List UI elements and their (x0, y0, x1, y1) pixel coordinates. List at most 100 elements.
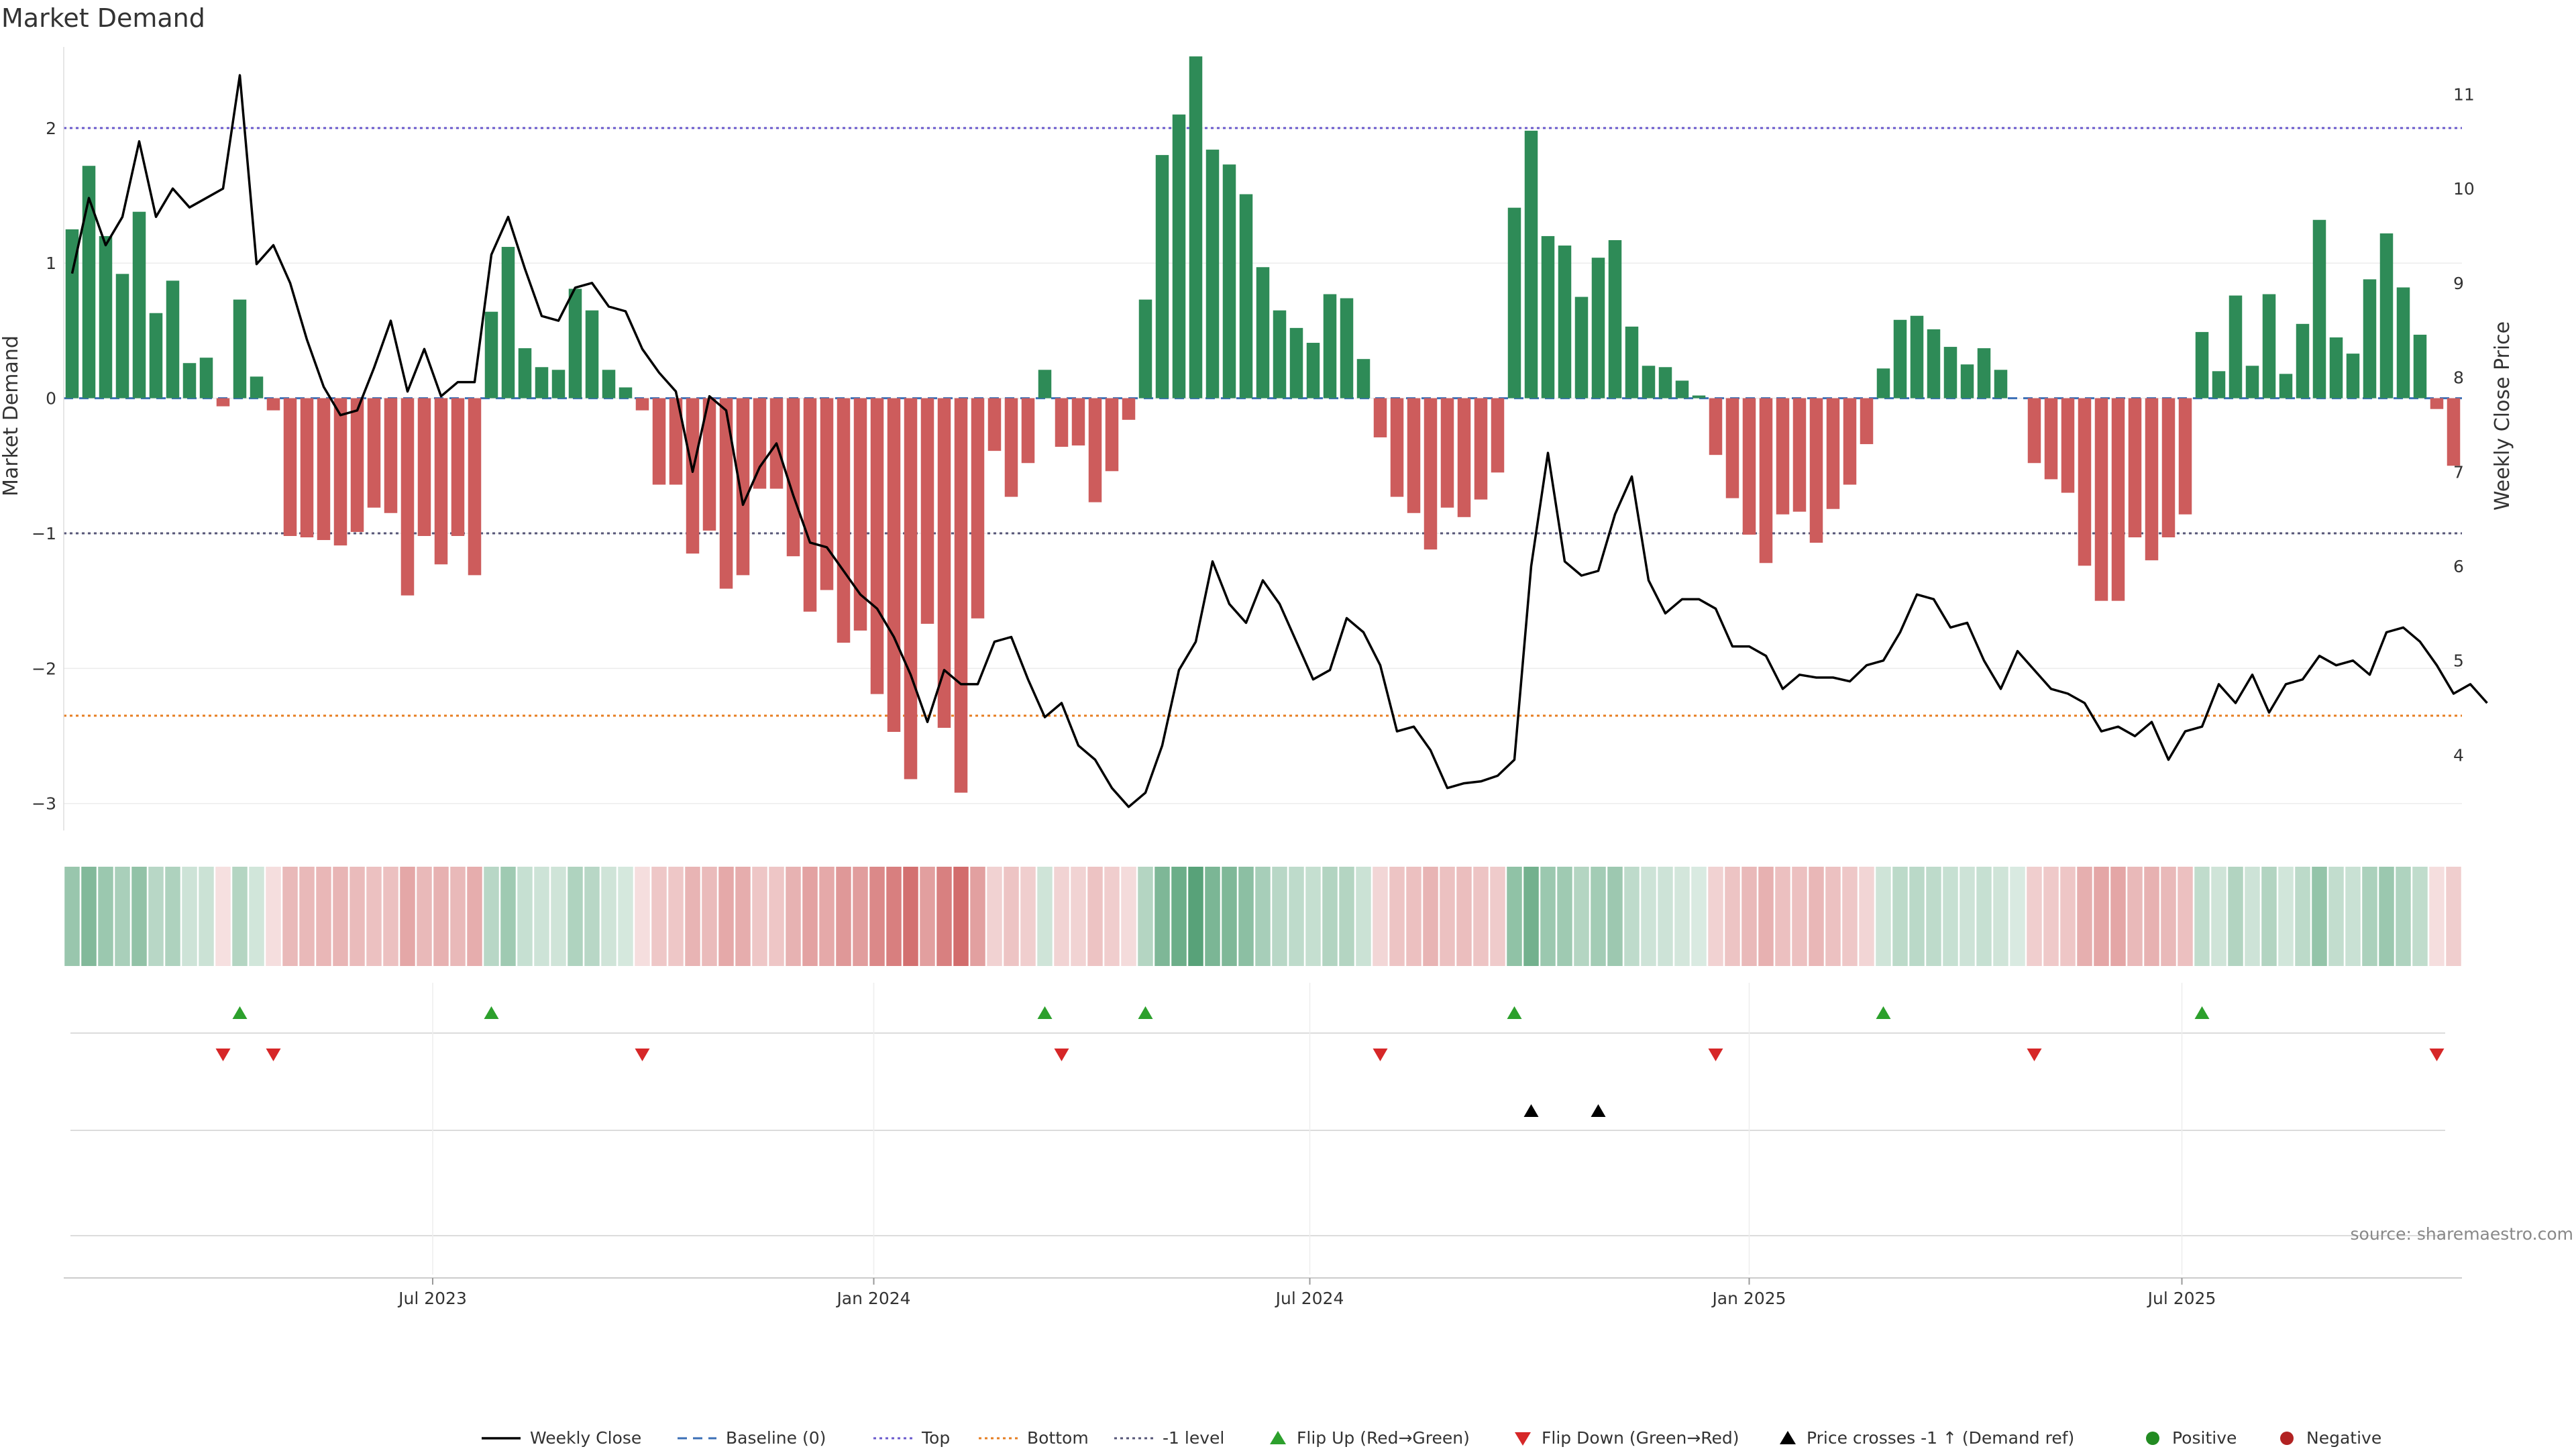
demand-bar (350, 398, 364, 532)
demand-bar (2161, 398, 2176, 538)
strip-cell (1507, 867, 1522, 966)
demand-bar (803, 398, 817, 612)
demand-bar (2128, 398, 2142, 538)
flip-down-marker (1708, 1049, 1723, 1061)
y2-tick-label: 8 (2453, 368, 2464, 388)
strip-cell (786, 867, 801, 966)
demand-bar (1591, 258, 1605, 398)
strip-cell (1993, 867, 2008, 966)
demand-bar (1189, 56, 1203, 398)
demand-bar (1205, 150, 1220, 398)
flip-up-marker (1876, 1006, 1891, 1019)
demand-bar (2178, 398, 2192, 515)
demand-bar (1122, 398, 1136, 420)
strip-cell (920, 867, 935, 966)
demand-bar (2229, 295, 2243, 398)
demand-bar (753, 398, 767, 489)
demand-bar (1155, 155, 1169, 398)
legend: Weekly Close Baseline (0) Top Bottom -1 leve… (482, 1428, 2381, 1448)
flip-up-marker (232, 1006, 248, 1019)
legend-item: Weekly Close (482, 1428, 641, 1448)
demand-bar (400, 398, 415, 596)
strip-cell (1926, 867, 1941, 966)
price-cross-marker (1591, 1104, 1606, 1117)
strip-cell (1809, 867, 1824, 966)
strip-cell (1171, 867, 1187, 966)
strip-cell (2345, 867, 2361, 966)
demand-bar (1071, 398, 1085, 446)
demand-bar (1893, 319, 1907, 398)
strip-cell (199, 867, 214, 966)
demand-bar (1692, 395, 1706, 398)
x-axis: Jul 2023 Jan 2024 Jul 2024 Jan 2025 Jul 2025 (64, 983, 2462, 1308)
strip-cell (534, 867, 549, 966)
y2-tick-label: 11 (2453, 85, 2475, 104)
strip-cell (1339, 867, 1354, 966)
legend-label: Price crosses -1 ↑ (Demand ref) (1807, 1428, 2074, 1448)
demand-bar (602, 370, 616, 398)
flip-up-marker (1037, 1006, 1053, 1019)
strip-cell (1574, 867, 1589, 966)
strip-cell (1624, 867, 1640, 966)
demand-bar (1507, 207, 1521, 398)
strip-cell (1104, 867, 1120, 966)
strip-cell (1725, 867, 1740, 966)
strip-cell (1087, 867, 1103, 966)
demand-bar (233, 299, 247, 398)
demand-bar (1759, 398, 1773, 564)
demand-bar (2145, 398, 2159, 561)
y-axis-title: Market Demand (0, 335, 23, 496)
demand-bar (1306, 343, 1320, 398)
strip-cell (702, 867, 717, 966)
demand-bar (1474, 398, 1488, 500)
strip-cell (1138, 867, 1153, 966)
demand-bar (2212, 371, 2226, 398)
demand-bar (837, 398, 851, 643)
strip-cell (668, 867, 684, 966)
strip-cell (1691, 867, 1707, 966)
strip-cell (1909, 867, 1925, 966)
x-tick-label: Jan 2025 (1711, 1289, 1786, 1308)
strip-cell (249, 867, 264, 966)
legend-label: Top (921, 1428, 950, 1448)
strip-cell (1976, 867, 1992, 966)
demand-bar (2279, 374, 2293, 398)
y2-tick-label: 7 (2453, 462, 2464, 482)
strip-cell (2161, 867, 2176, 966)
strip-cell (467, 867, 482, 966)
flip-down-marker (266, 1049, 281, 1061)
demand-bar (1105, 398, 1119, 472)
demand-bar (1356, 359, 1371, 398)
strip-cell (903, 867, 918, 966)
y-tick-label: −1 (32, 524, 56, 543)
strip-cell (936, 867, 952, 966)
demand-bar (1658, 367, 1672, 398)
strip-cell (333, 867, 348, 966)
demand-bar (702, 398, 716, 531)
strip-cell (1842, 867, 1858, 966)
strip-cell (1523, 867, 1539, 966)
strip-cell (484, 867, 499, 966)
demand-bar (904, 398, 918, 780)
strip-cell (1255, 867, 1271, 966)
demand-bar (2262, 294, 2276, 398)
strip-cell (1222, 867, 1237, 966)
demand-bar (1491, 398, 1505, 473)
demand-bar (2044, 398, 2058, 480)
demand-bar (2094, 398, 2108, 601)
demand-bar (1004, 398, 1018, 497)
strip-cell (836, 867, 851, 966)
demand-bar (1390, 398, 1404, 497)
strip-cell (1121, 867, 1136, 966)
strip-cell (1960, 867, 1975, 966)
strip-cell (1272, 867, 1287, 966)
demand-bar (1860, 398, 1874, 445)
strip-cell (618, 867, 633, 966)
demand-bar (853, 398, 867, 631)
strip-cell (2379, 867, 2394, 966)
demand-bar (1256, 267, 1270, 398)
strip-cell (853, 867, 868, 966)
strip-cell (1473, 867, 1489, 966)
demand-bar (65, 229, 79, 398)
strip-cell (215, 867, 231, 966)
